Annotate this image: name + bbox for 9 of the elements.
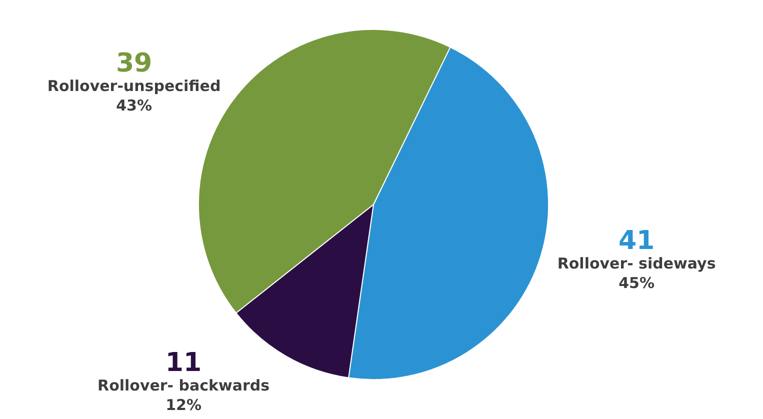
data-label: 11 <box>165 348 202 378</box>
slice-label: Rollover- sideways <box>557 254 716 272</box>
data-label: 41 <box>618 226 655 256</box>
slice-label: Rollover-unspecified <box>47 77 221 96</box>
slice-label: Rollover- backwards <box>98 376 270 394</box>
data-label: 39 <box>116 48 152 79</box>
text: 45% <box>618 274 654 292</box>
text: 12% <box>166 396 202 414</box>
text: 43% <box>116 96 152 115</box>
